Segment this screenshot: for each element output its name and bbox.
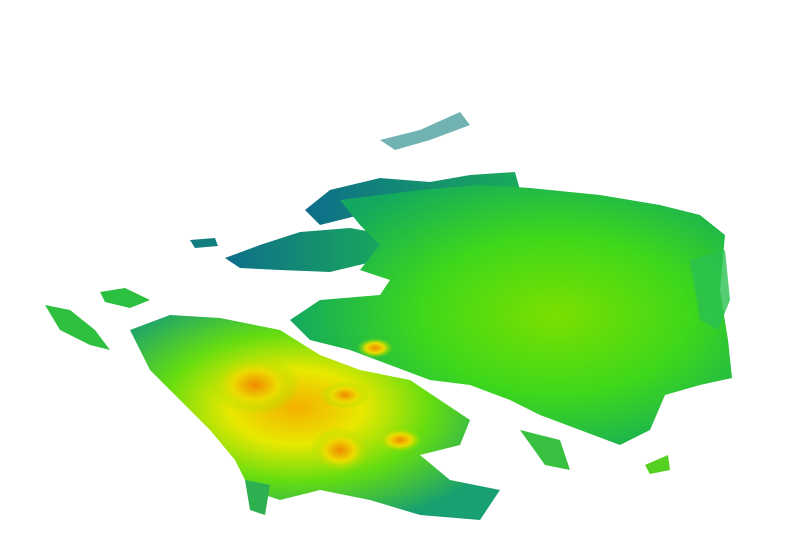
fragment [245,480,270,515]
fragment [520,430,570,470]
fragment [100,288,150,308]
hotspot [357,338,393,358]
fragment [380,112,470,150]
hotspot [320,381,370,409]
hotspot [378,428,422,452]
east-fringe [690,250,730,330]
landmass [45,112,732,520]
hotspot [210,355,300,415]
hotspot [310,428,370,472]
west-arm [225,228,390,272]
fragment [45,305,110,350]
west-islet [190,238,218,248]
main-mass [290,185,732,445]
fragment [645,455,670,474]
